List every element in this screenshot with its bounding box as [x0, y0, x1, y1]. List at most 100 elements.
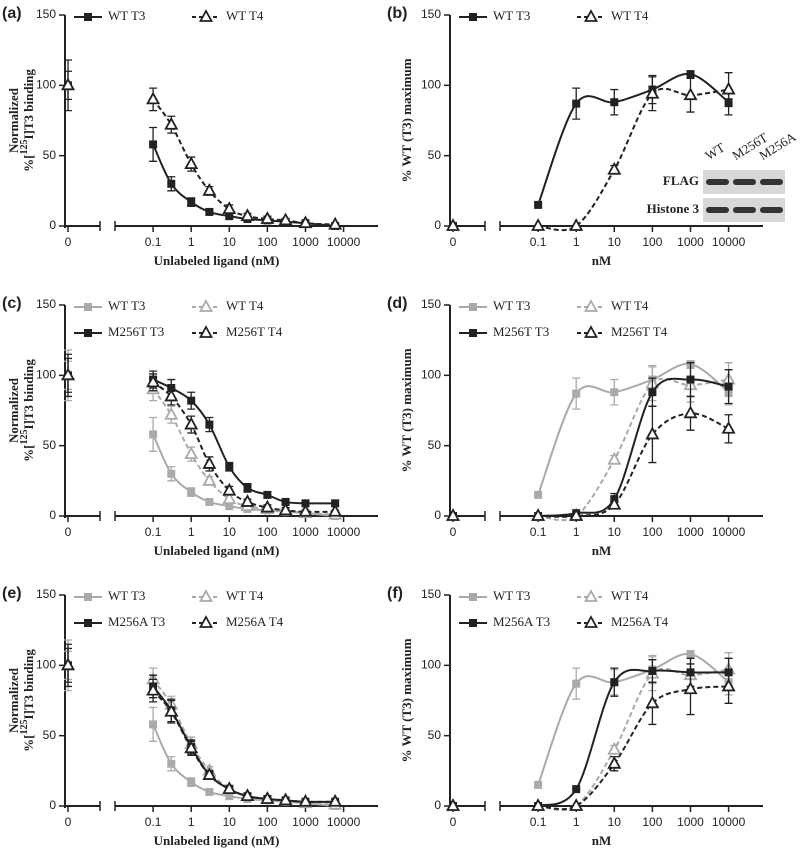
fit-curve — [152, 689, 336, 803]
panel-label: (c) — [2, 295, 22, 312]
marker-triangle — [328, 793, 343, 807]
marker-triangle — [260, 499, 275, 513]
marker-square — [610, 678, 619, 687]
marker-square — [610, 98, 619, 107]
marker-triangle — [198, 589, 214, 602]
panel: (e) 0 50 100 150 0 0.1 1 10 100 1000 10000 Unlabeled… — [2, 585, 378, 848]
legend-label: M256T T3 — [108, 324, 164, 339]
x-tick-label: 10 — [223, 235, 237, 249]
legend-label: M256T T4 — [226, 324, 283, 339]
legend-label: WT T3 — [108, 588, 145, 603]
blot-band — [733, 179, 756, 185]
panel: (f) 0 50 100 150 0 0.1 1 10 100 1000 10000 nM % WT (T… — [387, 585, 763, 848]
panel-label: (f) — [387, 585, 403, 602]
marker-triangle — [202, 472, 217, 486]
legend-label: M256A T3 — [493, 614, 550, 629]
x-tick-label: 10 — [223, 815, 237, 829]
marker-triangle — [607, 451, 622, 465]
x-tick-label: 1 — [188, 815, 195, 829]
marker-square — [205, 787, 214, 796]
marker-square — [84, 329, 92, 337]
marker-triangle — [583, 615, 599, 628]
y-tick-label: 150 — [421, 7, 441, 21]
marker-triangle — [445, 218, 461, 231]
x-tick-label: 1000 — [292, 815, 319, 829]
fit-curve — [537, 667, 729, 812]
marker-triangle — [260, 791, 275, 804]
marker-triangle — [222, 201, 237, 215]
x-tick-label: 0.1 — [145, 815, 162, 829]
fit-curve — [537, 87, 729, 232]
blot-band — [760, 207, 783, 213]
x-tick-label: 1000 — [292, 235, 319, 249]
marker-triangle — [240, 494, 255, 507]
x-tick-label: 1000 — [292, 525, 319, 539]
marker-square — [187, 198, 196, 207]
blot-band — [706, 207, 729, 213]
legend-label: WT T3 — [108, 298, 145, 313]
x-tick-label: 1 — [573, 815, 580, 829]
x-tick-label: 0 — [65, 815, 72, 829]
x-tick-label: 10000 — [327, 525, 361, 539]
marker-triangle — [531, 218, 546, 231]
marker-triangle — [240, 208, 255, 222]
label-sup: 125 — [19, 720, 30, 735]
marker-triangle — [445, 508, 461, 521]
x-tick-label: 100 — [642, 525, 662, 539]
y-axis-label: Normalized — [6, 377, 21, 443]
marker-square — [648, 666, 657, 675]
marker-square — [686, 70, 695, 79]
legend-label: WT T4 — [611, 298, 649, 313]
x-tick-label: 0.1 — [145, 235, 162, 249]
marker-square — [572, 785, 581, 794]
legend-label: WT T3 — [493, 298, 530, 313]
marker-triangle — [184, 156, 199, 170]
blot-band — [706, 179, 729, 185]
panel: (c) 0 50 100 150 0 0.1 1 10 100 1000 10000 Unlabeled… — [2, 295, 378, 558]
x-tick-label: 10000 — [327, 235, 361, 249]
marker-triangle — [569, 508, 584, 521]
x-tick-label: 100 — [257, 815, 277, 829]
blot-band — [760, 179, 783, 185]
marker-square — [534, 200, 543, 209]
marker-triangle — [328, 216, 343, 230]
marker-triangle — [164, 388, 179, 402]
marker-triangle — [184, 446, 199, 460]
legend-label: WT T4 — [226, 8, 264, 23]
x-tick-label: 100 — [257, 235, 277, 249]
marker-triangle — [278, 212, 293, 226]
marker-triangle — [583, 589, 599, 602]
marker-square — [572, 99, 581, 108]
y-tick-label: 0 — [49, 218, 56, 232]
marker-triangle — [164, 406, 179, 420]
marker-square — [610, 388, 619, 397]
marker-triangle — [164, 703, 179, 717]
marker-square — [469, 329, 477, 337]
legend-label: M256A T4 — [611, 614, 669, 629]
marker-triangle — [531, 508, 546, 521]
fit-curve — [152, 685, 336, 803]
marker-square — [167, 469, 176, 478]
y-tick-label: 150 — [36, 7, 56, 21]
marker-square — [263, 490, 272, 499]
legend-label: WT T3 — [108, 8, 145, 23]
marker-square — [149, 720, 158, 729]
x-tick-label: 0.1 — [530, 525, 547, 539]
marker-triangle — [445, 798, 461, 811]
marker-square — [572, 679, 581, 688]
x-tick-label: 100 — [257, 525, 277, 539]
label-part: I]T3 binding — [21, 69, 36, 140]
x-tick-label: 0.1 — [530, 815, 547, 829]
marker-triangle — [60, 77, 76, 91]
x-tick-label: 1000 — [677, 525, 704, 539]
label-part: %[ — [21, 445, 36, 462]
marker-triangle — [260, 211, 275, 224]
marker-square — [243, 483, 252, 492]
marker-triangle — [531, 798, 546, 811]
marker-triangle — [569, 218, 584, 231]
marker-square — [469, 13, 477, 21]
marker-square — [724, 382, 733, 391]
marker-triangle — [683, 87, 698, 101]
fit-curve — [152, 388, 336, 516]
y-tick-label: 0 — [434, 798, 441, 812]
